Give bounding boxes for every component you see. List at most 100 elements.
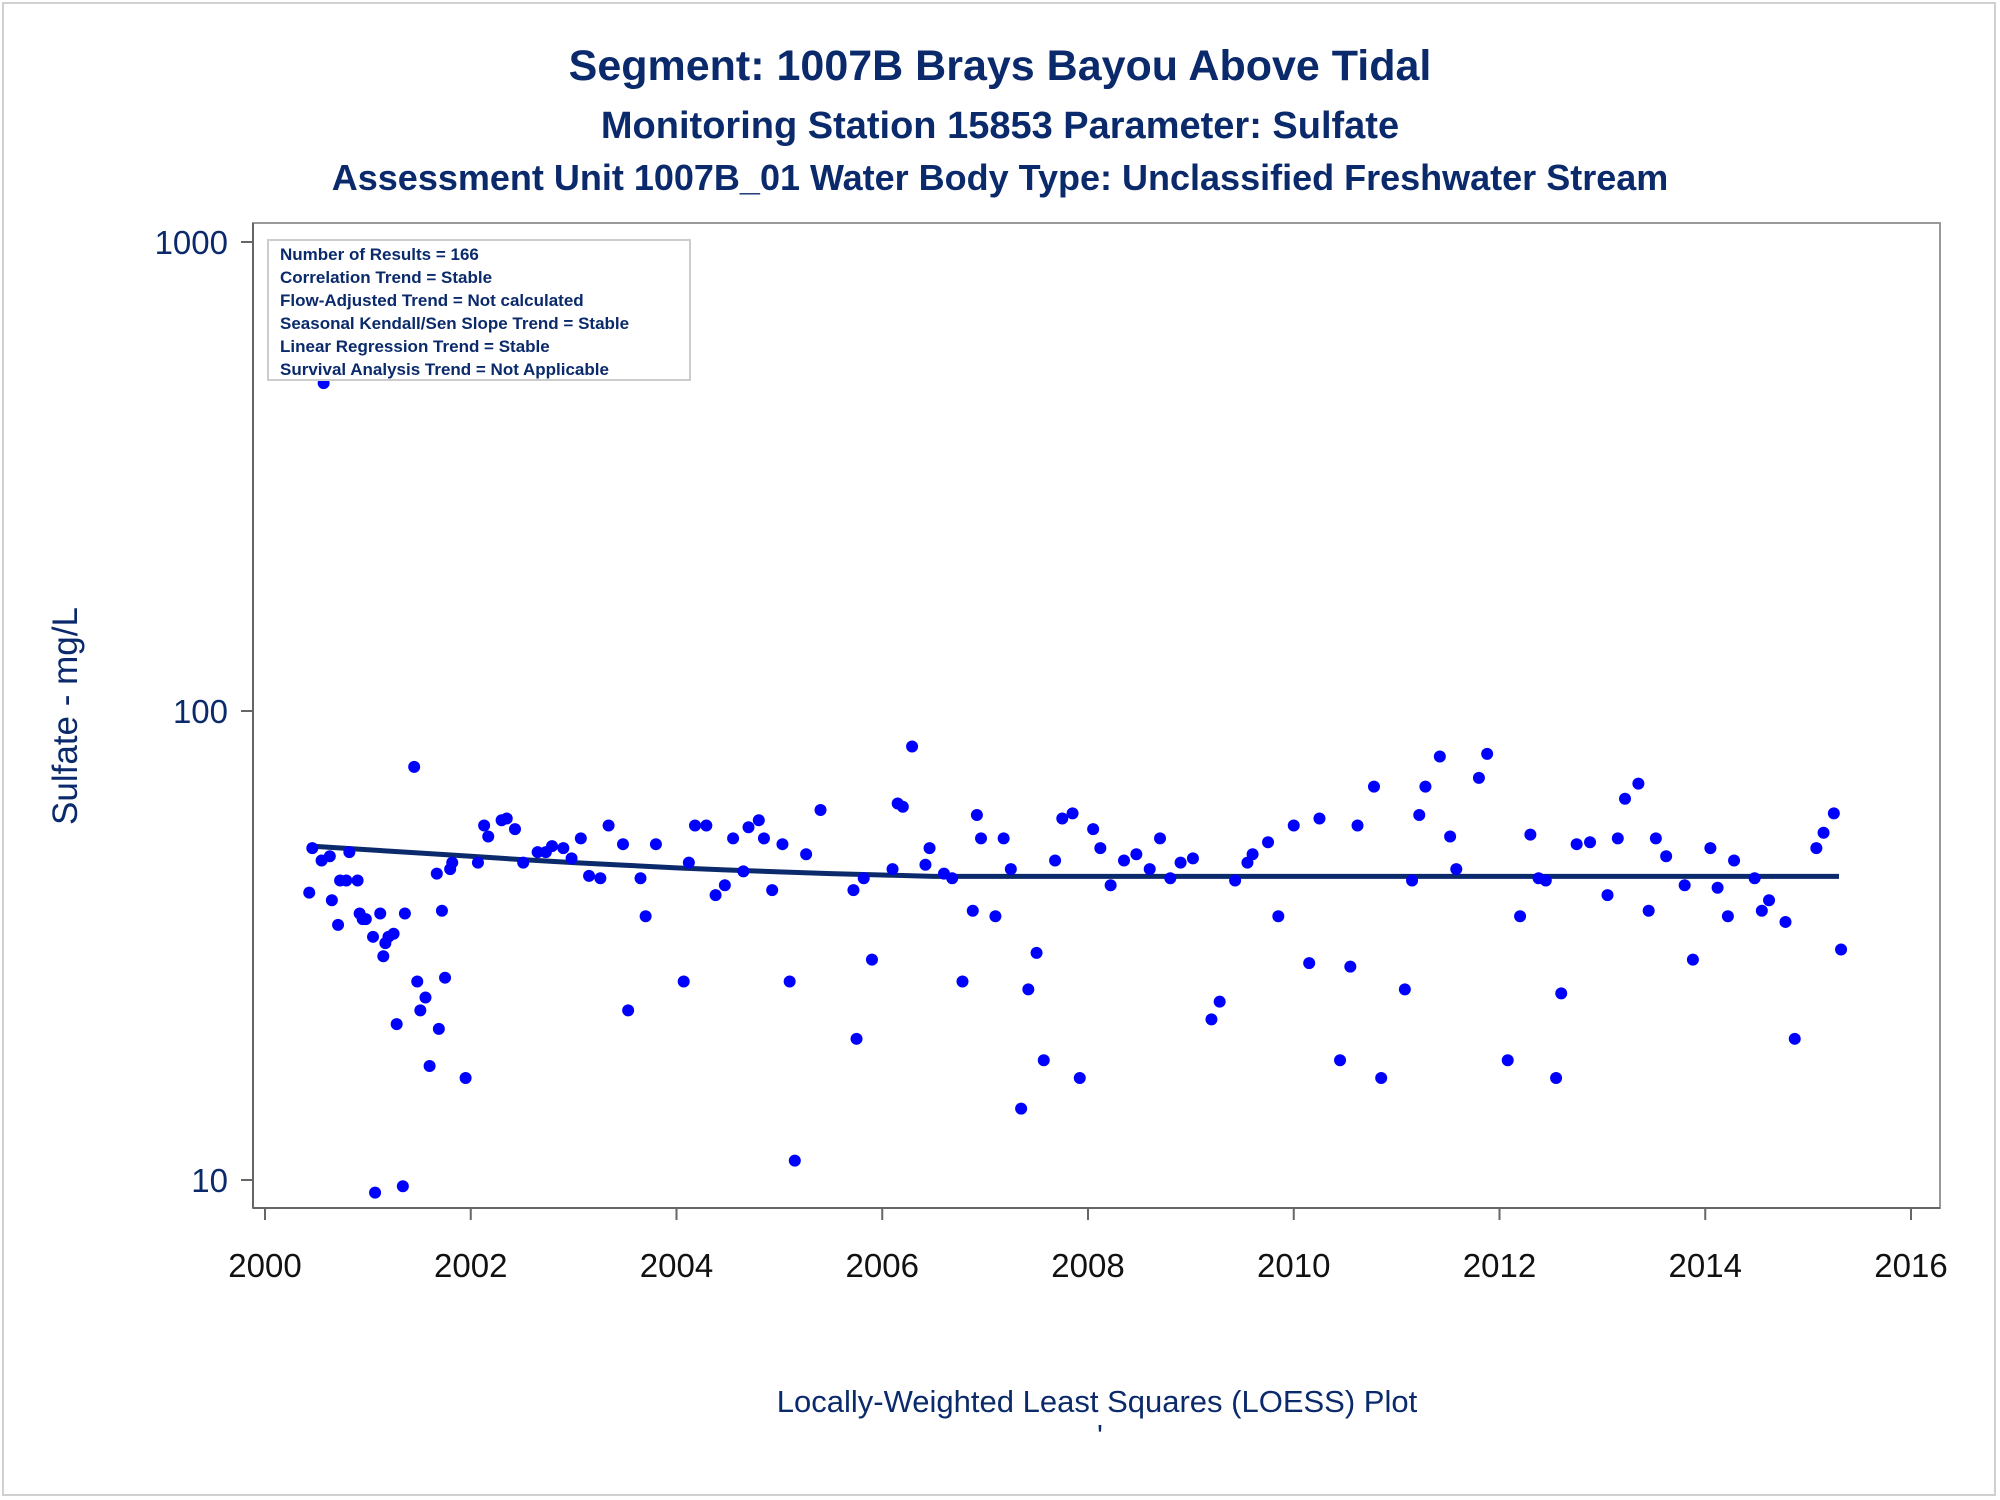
data-point <box>649 838 662 851</box>
data-point <box>1501 1054 1514 1067</box>
data-point <box>906 740 919 753</box>
data-point <box>857 872 870 885</box>
data-point <box>439 971 452 984</box>
data-point <box>419 991 432 1004</box>
data-point <box>1406 874 1419 887</box>
data-point <box>639 910 652 923</box>
data-point <box>408 760 421 773</box>
data-point <box>1030 946 1043 959</box>
data-point <box>1514 910 1527 923</box>
data-point <box>1678 879 1691 892</box>
data-point <box>1246 848 1259 861</box>
data-point <box>1721 910 1734 923</box>
data-point <box>398 907 411 920</box>
x-axis-ticks: 2000 2002 2004 2006 2008 2010 2012 2014 2016 <box>228 1208 1948 1284</box>
data-point <box>850 1032 863 1045</box>
data-point <box>500 812 513 825</box>
data-point <box>1524 828 1537 841</box>
data-point <box>682 856 695 869</box>
data-point <box>1835 943 1848 956</box>
data-point <box>430 867 443 880</box>
data-point <box>1143 863 1156 876</box>
data-point <box>1539 874 1552 887</box>
data-point <box>1728 854 1741 867</box>
data-point <box>1763 894 1776 907</box>
data-point <box>1022 983 1035 996</box>
x-tick-label: 2016 <box>1874 1247 1947 1284</box>
data-point <box>446 856 459 869</box>
data-point <box>956 975 969 988</box>
data-point <box>1788 1032 1801 1045</box>
data-point <box>970 809 983 822</box>
data-points <box>303 377 1848 1199</box>
data-point <box>1444 830 1457 843</box>
data-point <box>1056 812 1069 825</box>
data-point <box>1450 863 1463 876</box>
x-tick-label: 2002 <box>434 1247 507 1284</box>
data-point <box>396 1180 409 1193</box>
data-point <box>709 889 722 902</box>
data-point <box>989 910 1002 923</box>
data-point <box>966 904 979 917</box>
data-point <box>742 821 755 834</box>
data-point <box>1205 1013 1218 1026</box>
data-point <box>351 874 364 887</box>
stats-line: Flow-Adjusted Trend = Not calculated <box>280 291 584 310</box>
data-point <box>471 856 484 869</box>
data-point <box>886 863 899 876</box>
data-point <box>718 879 731 892</box>
data-point <box>1660 850 1673 863</box>
data-point <box>435 904 448 917</box>
data-point <box>574 832 587 845</box>
data-point <box>423 1060 436 1073</box>
data-point <box>677 975 690 988</box>
data-point <box>414 1004 427 1017</box>
data-point <box>1094 842 1107 855</box>
data-point <box>847 884 860 897</box>
data-point <box>1686 953 1699 966</box>
data-point <box>1015 1102 1028 1115</box>
data-point <box>1073 1072 1086 1084</box>
data-point <box>1649 832 1662 845</box>
y-tick-label: 1000 <box>155 224 228 261</box>
data-point <box>923 842 936 855</box>
x-tick-label: 2000 <box>228 1247 301 1284</box>
data-point <box>1004 863 1017 876</box>
data-point <box>432 1022 445 1035</box>
data-point <box>1711 881 1724 894</box>
data-point <box>343 846 356 859</box>
data-point <box>919 858 932 871</box>
data-point <box>1433 750 1446 763</box>
stats-line: Survival Analysis Trend = Not Applicable <box>280 360 609 379</box>
data-point <box>306 842 319 855</box>
data-point <box>1272 910 1285 923</box>
data-point <box>1344 960 1357 973</box>
data-point <box>1472 771 1485 784</box>
data-point <box>1049 854 1062 867</box>
data-point <box>727 832 740 845</box>
data-point <box>689 819 702 832</box>
data-point <box>1262 836 1275 849</box>
footnote-mark: ' <box>1097 1418 1103 1453</box>
data-point <box>531 846 544 859</box>
data-point <box>1642 904 1655 917</box>
data-point <box>1351 819 1364 832</box>
data-point <box>1779 915 1792 928</box>
data-point <box>325 894 338 907</box>
x-tick-label: 2006 <box>846 1247 919 1284</box>
x-tick-label: 2008 <box>1051 1247 1124 1284</box>
data-point <box>800 848 813 861</box>
data-point <box>1555 987 1568 1000</box>
data-point <box>411 975 424 988</box>
data-point <box>387 927 400 940</box>
data-point <box>546 840 559 853</box>
stats-box-border <box>267 239 691 381</box>
data-point <box>1550 1072 1563 1084</box>
data-point <box>1037 1054 1050 1067</box>
data-point <box>1611 832 1624 845</box>
data-point <box>1570 838 1583 851</box>
chart-subtitle: Monitoring Station 15853 Parameter: Sulf… <box>601 105 1399 147</box>
data-point <box>374 907 387 920</box>
